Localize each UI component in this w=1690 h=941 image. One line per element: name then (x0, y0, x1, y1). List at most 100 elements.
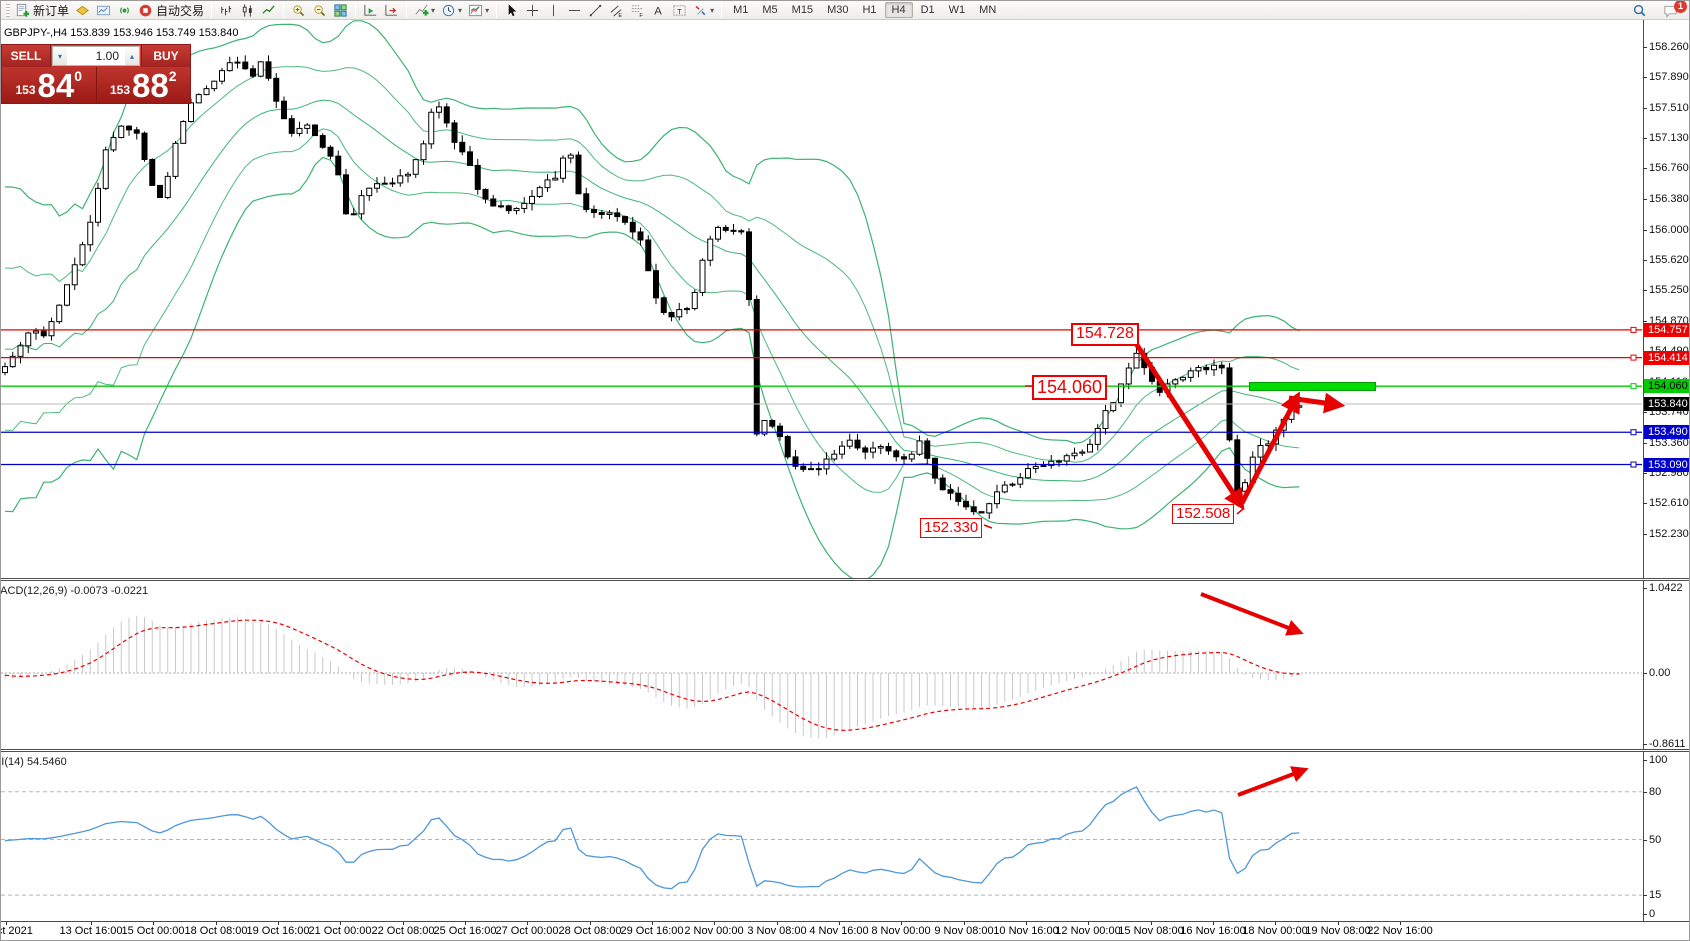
rsi-trend-arrow[interactable] (1237, 766, 1309, 797)
line-handle[interactable] (1630, 429, 1637, 436)
cursor-icon (504, 3, 519, 18)
tile-windows-icon (333, 3, 348, 18)
axis-tick: 156.000 (1643, 223, 1689, 236)
time-tick (1338, 922, 1339, 925)
arrows-dropdown-icon[interactable]: ▾ (710, 5, 715, 15)
axis-tick: 158.260 (1643, 41, 1689, 53)
autotrading-button[interactable]: 自动交易 (135, 2, 207, 19)
price-plot[interactable] (1, 20, 1642, 578)
timeframe-h4-button[interactable]: H4 (884, 2, 913, 18)
time-tick (1151, 922, 1152, 925)
periods-button[interactable]: ▾ (438, 2, 465, 19)
line-handle[interactable] (1630, 354, 1637, 361)
timeframe-d1-button[interactable]: D1 (920, 4, 935, 16)
templates-button[interactable]: ▾ (465, 2, 492, 19)
panel-divider[interactable] (1, 749, 1689, 752)
axis-tick: 155.620 (1643, 254, 1689, 267)
equidistant-channel-button[interactable]: E (606, 2, 627, 19)
sell-button[interactable]: SELL (2, 45, 51, 67)
axis-tick: 153.360 (1643, 436, 1689, 449)
trendline-icon (588, 3, 603, 18)
timeframe-m30-button[interactable]: M30 (827, 4, 849, 16)
timeframe-m15-button[interactable]: M15 (791, 4, 814, 16)
bar-chart-icon (219, 3, 234, 18)
macd-trend-arrow[interactable] (1200, 592, 1304, 636)
cursor-button[interactable] (501, 2, 522, 19)
buy-button[interactable]: BUY (141, 45, 190, 67)
svg-text:A: A (654, 5, 662, 17)
vertical-line-button[interactable] (543, 2, 564, 19)
macd-plot[interactable] (1, 581, 1642, 749)
new-order-icon (15, 3, 30, 18)
auto-scroll-button[interactable] (360, 2, 381, 19)
axis-tick: 157.130 (1643, 132, 1689, 145)
price-axis: 158.260 157.890 157.510 157.130 156.760 156.3… (1643, 20, 1689, 578)
timeframe-mn-button[interactable]: MN (979, 4, 997, 16)
search-icon (1632, 3, 1647, 18)
chart-window-button[interactable] (93, 2, 114, 19)
svg-text:T: T (677, 6, 682, 15)
main-chart-panel[interactable]: GBPJPY-,H4 153.839 153.946 153.749 153.8… (1, 20, 1689, 578)
rsi-plot[interactable] (1, 752, 1642, 921)
price-label-152.330[interactable]: 152.330 (920, 518, 983, 538)
timeframe-m5-button[interactable]: M5 (762, 4, 778, 16)
panel-divider[interactable] (1, 578, 1689, 581)
zoom-out-button[interactable] (309, 2, 330, 19)
axis-tick: 0.00 (1642, 666, 1671, 679)
horizontal-line-button[interactable] (564, 2, 585, 19)
price-badge-154.757: 154.757 (1644, 322, 1689, 337)
timeframe-w1-button[interactable]: W1 (948, 4, 966, 16)
sell-price-big: 84 (37, 67, 75, 104)
toolbar-separator (283, 2, 285, 18)
volume-decrease-button[interactable]: ▾ (53, 47, 67, 65)
toolbar-buttons: 新订单 自动交易 ▾ ▾ ▾ E F A T ▾ M1 M5 M15 M30 H1 H4 D1 W1 MN (12, 1, 1003, 19)
new-order-button[interactable]: 新订单 (12, 2, 72, 19)
macd-panel[interactable]: MACD(12,26,9) -0.0073 -0.0221 1.0422 0.00… (1, 581, 1689, 749)
rsi-panel[interactable]: RSI(14) 54.5460 100 80 50 15 0 (1, 752, 1689, 921)
axis-tick: -0.8611 (1643, 738, 1686, 749)
time-tick (465, 922, 466, 925)
notifications-button[interactable]: 1 (1660, 1, 1687, 19)
periods-dropdown-icon[interactable]: ▾ (458, 5, 463, 15)
time-label: 18 Oct 08:00 (184, 925, 248, 937)
text-button[interactable]: A (648, 2, 669, 19)
tile-windows-button[interactable] (330, 2, 351, 19)
templates-dropdown-icon[interactable]: ▾ (485, 5, 490, 15)
time-tick (901, 922, 902, 925)
periods-icon (441, 3, 456, 18)
volume-increase-button[interactable]: ▴ (125, 47, 139, 65)
highlight-zone[interactable] (1249, 382, 1376, 391)
axis-tick: 15 (1642, 889, 1662, 902)
arrows-button[interactable]: ▾ (690, 2, 717, 19)
candlestick-chart-button[interactable] (237, 2, 258, 19)
line-handle[interactable] (1630, 383, 1637, 390)
line-handle[interactable] (1630, 326, 1637, 333)
line-handle[interactable] (1630, 461, 1637, 468)
sell-price[interactable]: 153 84 0 (2, 67, 96, 103)
metaeditor-button[interactable] (72, 2, 93, 19)
text-label-button[interactable]: T (669, 2, 690, 19)
price-label-154.060[interactable]: 154.060 (1032, 375, 1108, 400)
signals-button[interactable] (114, 2, 135, 19)
line-chart-button[interactable] (258, 2, 279, 19)
rsi-label: RSI(14) 54.5460 (1, 756, 67, 768)
chart-shift-button[interactable] (381, 2, 402, 19)
volume-input[interactable]: 1.00 (95, 49, 119, 63)
search-button[interactable] (1629, 2, 1650, 19)
autotrading-icon (138, 3, 153, 18)
timeframe-m1-button[interactable]: M1 (733, 4, 749, 16)
macd-histogram (4, 615, 1300, 739)
trendline-button[interactable] (585, 2, 606, 19)
indicators-button[interactable]: ▾ (411, 2, 438, 19)
price-label-152.508[interactable]: 152.508 (1172, 504, 1235, 524)
buy-price[interactable]: 153 88 2 (97, 67, 191, 103)
time-tick (153, 922, 154, 925)
indicators-dropdown-icon[interactable]: ▾ (431, 5, 436, 15)
price-label-154.728[interactable]: 154.728 (1071, 323, 1139, 346)
zoom-in-button[interactable] (288, 2, 309, 19)
time-label: 22 Nov 16:00 (1367, 925, 1433, 937)
bar-chart-button[interactable] (216, 2, 237, 19)
timeframe-h1-button[interactable]: H1 (862, 4, 877, 16)
crosshair-button[interactable] (522, 2, 543, 19)
fibonacci-button[interactable]: F (627, 2, 648, 19)
